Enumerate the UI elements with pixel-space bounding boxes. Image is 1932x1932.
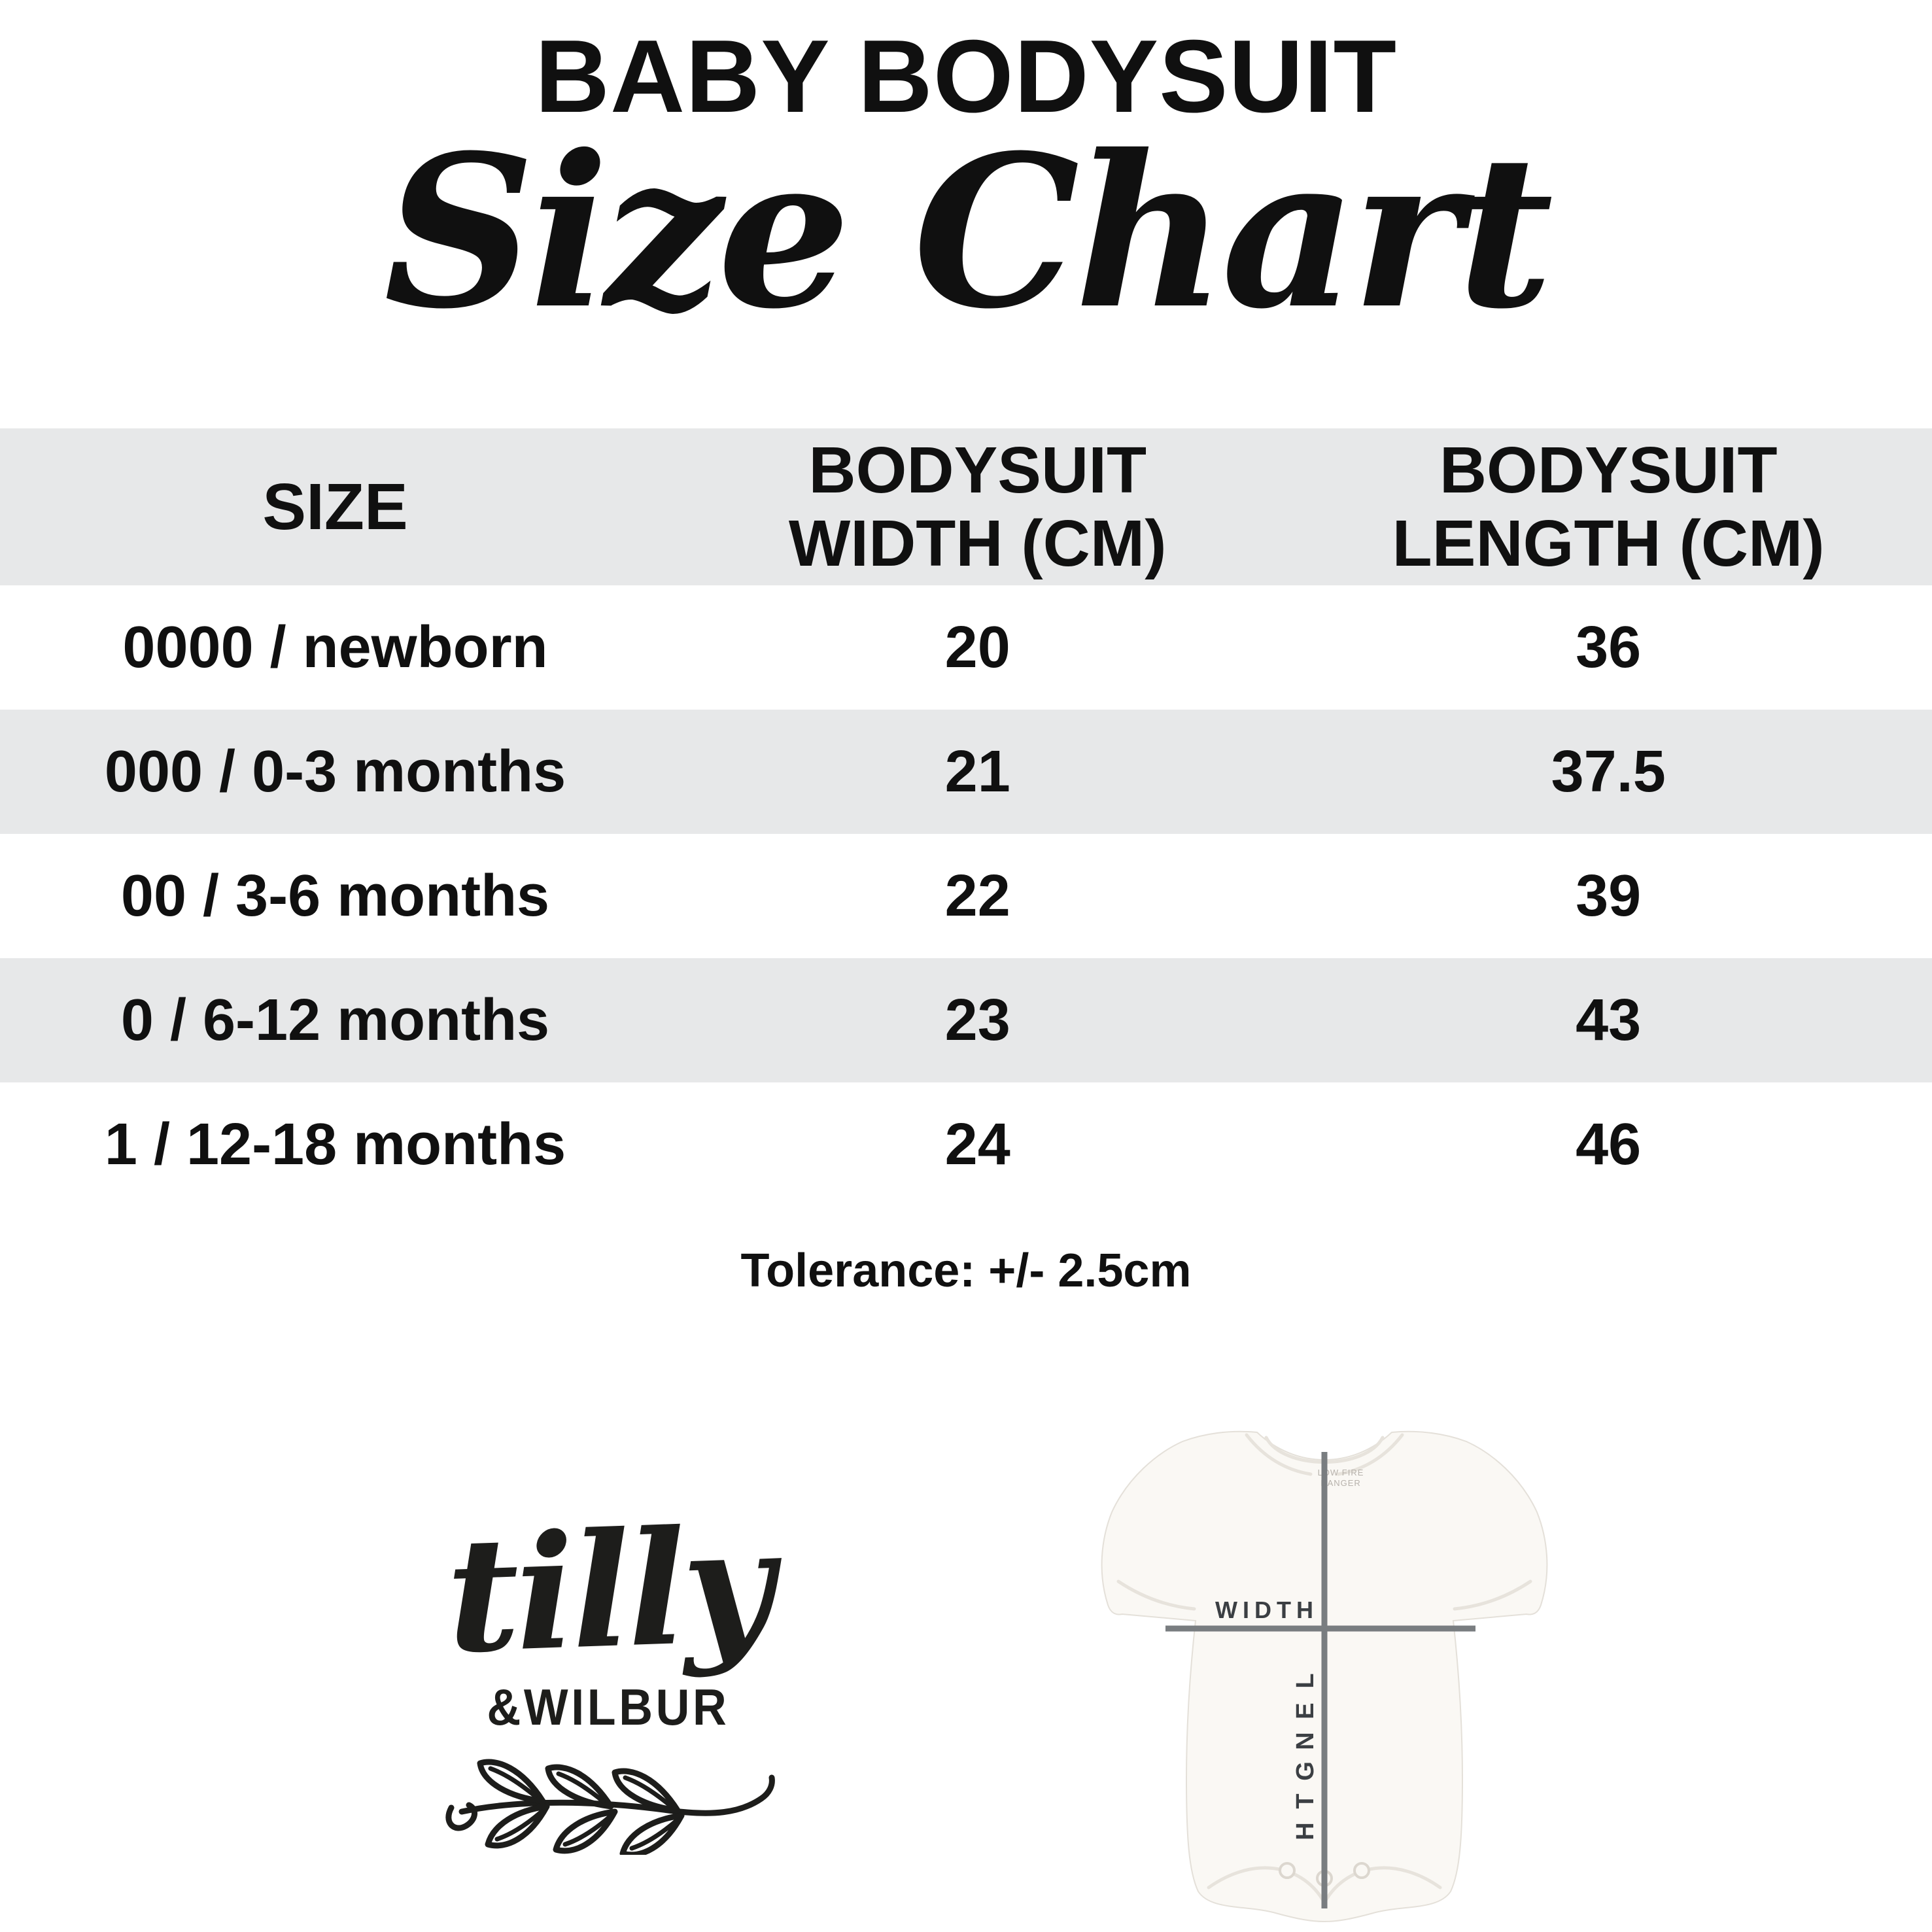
care-tag-line: DANGER xyxy=(1320,1478,1361,1488)
page-subtitle-script: Size Chart xyxy=(383,110,1553,355)
tolerance-note: Tolerance: +/- 2.5cm xyxy=(740,1245,1192,1297)
svg-text:L: L xyxy=(1292,1673,1319,1688)
col-header-length: BODYSUIT LENGTH (CM) xyxy=(1285,428,1932,585)
size-table: SIZE BODYSUIT WIDTH (CM) BODYSUIT LENGTH… xyxy=(0,428,1932,1207)
col-header-width: BODYSUIT WIDTH (CM) xyxy=(670,428,1285,585)
page-title: BABY BODYSUIT xyxy=(534,19,1398,134)
length-label: L E N G T H xyxy=(1292,1673,1319,1840)
col-header-size: SIZE xyxy=(0,428,671,585)
table-cell-length: 43 xyxy=(1285,958,1932,1082)
table-cell-width: 20 xyxy=(944,614,1010,680)
svg-text:T: T xyxy=(1292,1793,1319,1808)
left-cuff-seam xyxy=(1116,1579,1196,1611)
snap-button xyxy=(1353,1862,1370,1879)
table-cell-size: 00 / 3-6 months xyxy=(120,863,550,929)
brand-name-caps: &WILBUR xyxy=(487,1678,730,1736)
col-header-size-label: SIZE xyxy=(262,470,408,543)
svg-text:G: G xyxy=(1292,1761,1319,1781)
table-cell-size: 0 / 6-12 months xyxy=(0,958,671,1082)
svg-text:H: H xyxy=(1292,1822,1319,1840)
snap-button xyxy=(1279,1862,1296,1879)
care-tag-line: LOW FIRE xyxy=(1318,1468,1364,1477)
table-cell-width: 22 xyxy=(944,863,1010,929)
brand-logo: tilly &WILBUR xyxy=(366,1492,850,1858)
table-cell-length: 36 xyxy=(1576,614,1642,680)
table-cell-width: 24 xyxy=(944,1111,1010,1177)
table-cell-size: 1 / 12-18 months xyxy=(104,1111,566,1177)
svg-text:E: E xyxy=(1292,1702,1319,1719)
table-cell-size: 0000 / newborn xyxy=(122,614,548,680)
table-cell-size: 000 / 0-3 months xyxy=(0,710,671,834)
left-leg-seam xyxy=(1207,1866,1324,1901)
svg-text:N: N xyxy=(1292,1732,1319,1750)
right-leg-seam xyxy=(1324,1866,1442,1901)
right-cuff-seam xyxy=(1453,1579,1532,1611)
table-cell-length: 37.5 xyxy=(1285,710,1932,834)
table-cell-length: 39 xyxy=(1576,863,1642,929)
table-cell-width: 21 xyxy=(670,710,1285,834)
leaf-branch-icon xyxy=(445,1744,775,1855)
brand-name-script: tilly xyxy=(443,1492,773,1689)
left-flap-seam xyxy=(1245,1433,1313,1476)
right-flap-seam xyxy=(1336,1433,1404,1476)
table-cell-length: 46 xyxy=(1576,1111,1642,1177)
table-cell-width: 23 xyxy=(670,958,1285,1082)
width-label: WIDTH xyxy=(1215,1596,1319,1623)
bodysuit-measure-figure: LOW FIRE DANGER WIDTH L E N G T H xyxy=(1079,1413,1589,1932)
